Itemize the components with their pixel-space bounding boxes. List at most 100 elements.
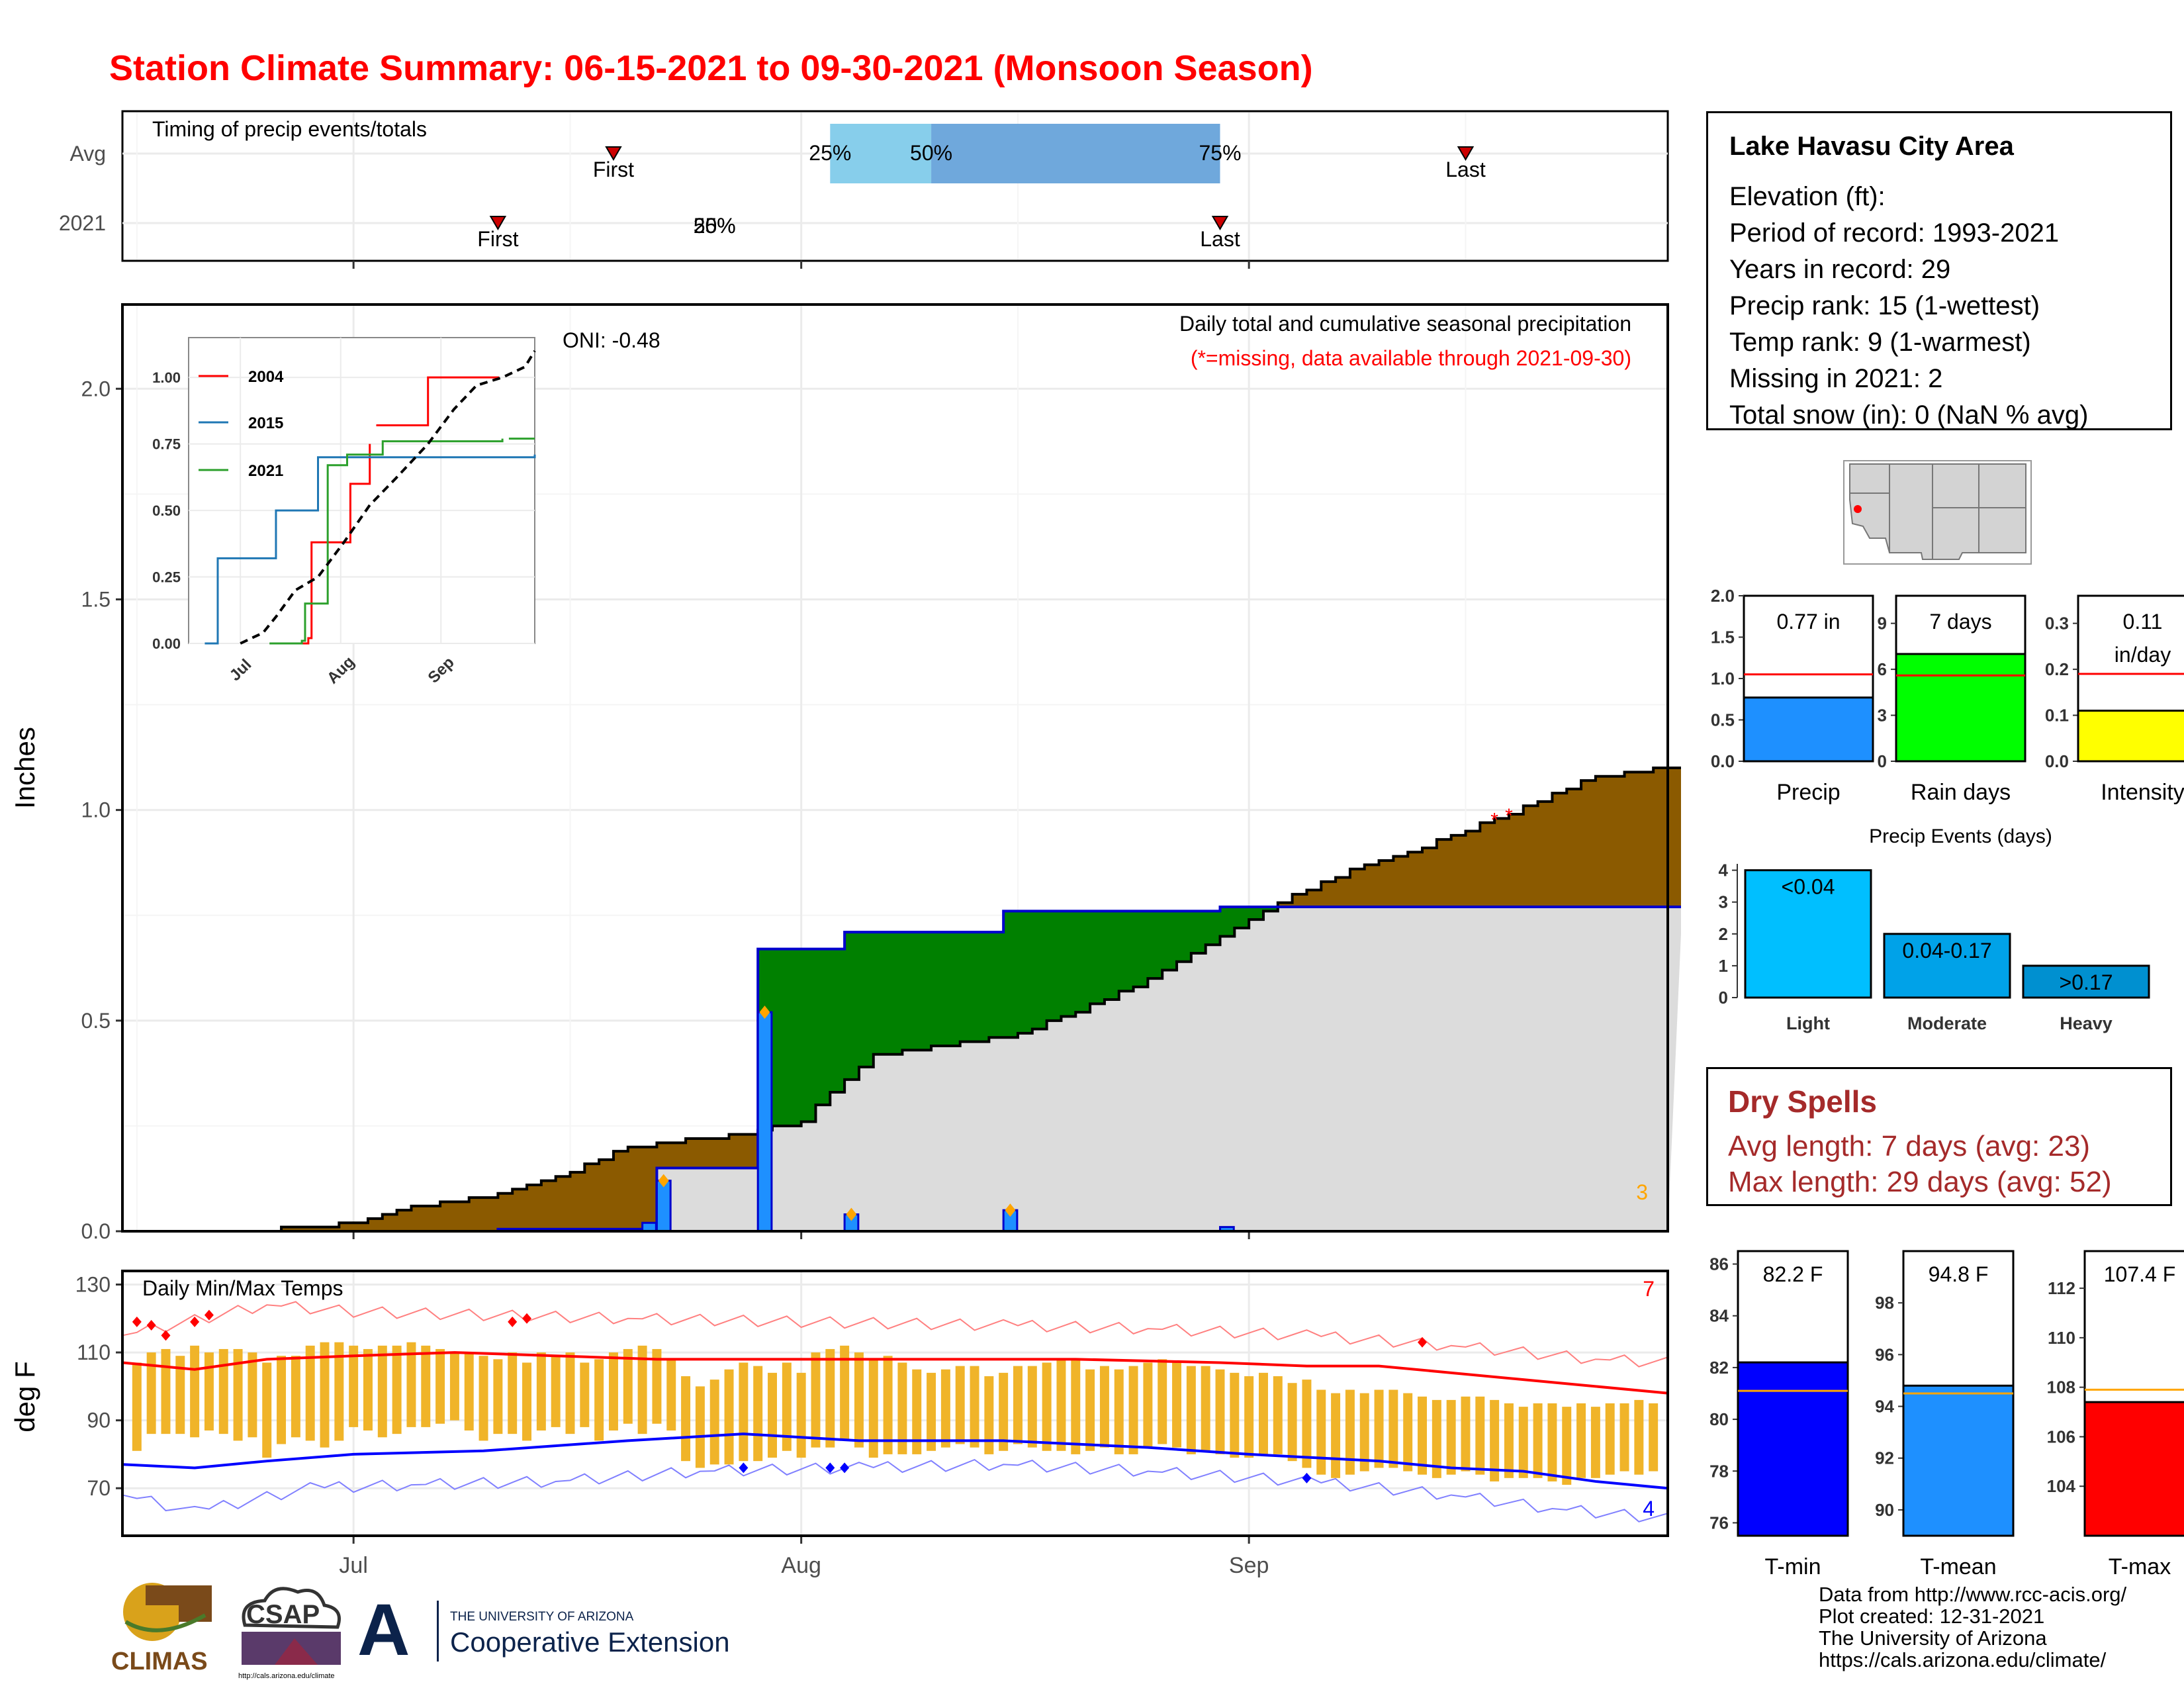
event-category-label: Moderate <box>1907 1013 1987 1033</box>
daily-temp-bar <box>262 1362 272 1458</box>
temp-xtick-label: Aug <box>781 1553 821 1578</box>
record-high-count: 7 <box>1643 1277 1655 1301</box>
daily-temp-bar <box>1331 1393 1341 1478</box>
daily-temp-bar <box>739 1362 749 1462</box>
timing-label: Timing of precip events/totals <box>152 117 427 141</box>
daily-temp-bar <box>868 1359 878 1458</box>
mini-bar-ytick-label: 0.0 <box>1711 751 1735 771</box>
daily-temp-bar <box>1027 1366 1037 1448</box>
daily-temp-bar <box>291 1356 300 1438</box>
mini-bar-ytick-label: 0.2 <box>2045 659 2069 679</box>
daily-temp-bar <box>1099 1366 1109 1448</box>
daily-temp-bar <box>1576 1403 1586 1478</box>
daily-temp-bar <box>1547 1403 1557 1481</box>
daily-temp-bar <box>883 1356 893 1454</box>
avg-last-label: Last <box>1445 158 1486 181</box>
timing-panel: Timing of precip events/totals Avg 2021 … <box>59 110 1669 269</box>
station-info-box: Lake Havasu City Area Elevation (ft): Pe… <box>1706 111 2172 430</box>
temp-bar-ytick-label: 96 <box>1875 1344 1894 1364</box>
overlap-label-50: 50% <box>694 214 736 238</box>
inset-legend-label: 2015 <box>248 414 283 432</box>
inset-ytick-label: 0.25 <box>152 569 181 586</box>
info-temp-rank: Temp rank: 9 (1-warmest) <box>1729 328 2031 357</box>
daily-temp-bar <box>695 1386 705 1468</box>
daily-temp-bar <box>1244 1376 1254 1458</box>
daily-temp-bar <box>320 1342 330 1448</box>
timing-50-75-band <box>931 124 1220 183</box>
daily-temp-bar <box>1042 1362 1052 1451</box>
daily-temp-bar <box>970 1366 979 1448</box>
inset-series-2015 <box>205 454 536 645</box>
footer-credits: Data from http://www.rcc-acis.org/Plot c… <box>1819 1583 2126 1671</box>
events-ytick-label: 4 <box>1719 861 1729 880</box>
temp-bar-ytick-label: 98 <box>1875 1293 1894 1313</box>
info-years: Years in record: 29 <box>1729 255 1951 284</box>
daily-precip-marker <box>846 1207 857 1221</box>
daily-temp-bar <box>1475 1396 1485 1475</box>
daily-temp-bar <box>536 1352 546 1431</box>
daily-temp-bar <box>955 1366 965 1444</box>
daily-temp-bar <box>190 1345 200 1438</box>
daily-precip-marker <box>759 1006 770 1019</box>
daily-temp-bar <box>363 1348 373 1431</box>
event-category-label: Light <box>1786 1013 1830 1033</box>
temp-bar-ytick-label: 84 <box>1709 1306 1729 1326</box>
mini-bar-intensity <box>2077 710 2184 763</box>
daily-temp-bar <box>449 1352 459 1421</box>
daily-temp-bar <box>1446 1399 1456 1475</box>
y2021-last-label: Last <box>1200 227 1240 251</box>
daily-temp-bar <box>377 1345 387 1438</box>
daily-temp-bar <box>796 1372 806 1458</box>
daily-temp-bar <box>146 1352 156 1434</box>
mini-bar-rain-days <box>1895 653 2026 763</box>
record-high-marker <box>190 1316 200 1327</box>
daily-temp-bar <box>753 1366 763 1462</box>
temp-label: Daily Min/Max Temps <box>142 1276 343 1300</box>
event-bar-light <box>1744 869 1872 999</box>
oni-label: ONI: -0.48 <box>563 328 660 352</box>
inset-ytick-label: 1.00 <box>152 369 181 386</box>
daily-temp-bar <box>175 1356 185 1434</box>
timing-row-2021: 2021 <box>59 211 106 235</box>
y2021-first-label: First <box>477 227 518 251</box>
daily-temp-bar <box>1619 1403 1629 1472</box>
daily-temp-bar <box>1215 1369 1225 1454</box>
map-state-lines <box>1850 464 2026 559</box>
daily-precip-bar <box>756 1011 773 1233</box>
mini-bar-value-unit: in/day <box>2115 643 2171 667</box>
temp-ylabel: deg F <box>9 1361 40 1432</box>
ua-a-mark: A <box>357 1589 410 1671</box>
footer-line: https://cals.arizona.edu/climate/ <box>1819 1648 2107 1671</box>
daily-temp-bar <box>666 1359 676 1431</box>
temp-bar-ytick-label: 108 <box>2047 1378 2075 1397</box>
record-low-count: 4 <box>1643 1497 1655 1521</box>
location-map <box>1843 460 2032 565</box>
csap-mountains <box>275 1638 318 1665</box>
daily-temp-bar <box>1114 1369 1124 1454</box>
temp-bar-t-min <box>1737 1361 1849 1537</box>
record-high-marker <box>522 1313 532 1324</box>
daily-temp-bar <box>897 1362 907 1454</box>
precip-above-avg-area <box>758 907 1279 1131</box>
daily-temp-bar <box>305 1345 315 1441</box>
daily-temp-bar <box>1085 1369 1095 1451</box>
daily-temp-bar <box>984 1376 994 1454</box>
daily-temp-bar <box>1518 1407 1528 1478</box>
timing-25-50-band <box>830 124 932 183</box>
record-high-marker <box>508 1316 518 1327</box>
daily-temp-bar <box>940 1369 950 1448</box>
daily-temp-bar <box>1056 1359 1066 1451</box>
daily-temp-bar <box>1359 1393 1369 1472</box>
daily-temp-bar <box>1258 1372 1268 1454</box>
daily-temp-bar <box>522 1362 532 1441</box>
mini-bar-ytick-label: 2.0 <box>1711 586 1735 606</box>
daily-temp-bar <box>768 1372 777 1458</box>
daily-temp-bar <box>233 1348 243 1441</box>
inset-series-2004 <box>376 376 500 427</box>
avg-first-label: First <box>593 158 634 181</box>
daily-temp-bar <box>1302 1380 1312 1468</box>
record-high-marker <box>204 1309 214 1321</box>
daily-temp-bar <box>1287 1383 1297 1462</box>
temp-bar-ytick-label: 104 <box>2047 1476 2076 1496</box>
daily-temp-bar <box>204 1352 214 1431</box>
